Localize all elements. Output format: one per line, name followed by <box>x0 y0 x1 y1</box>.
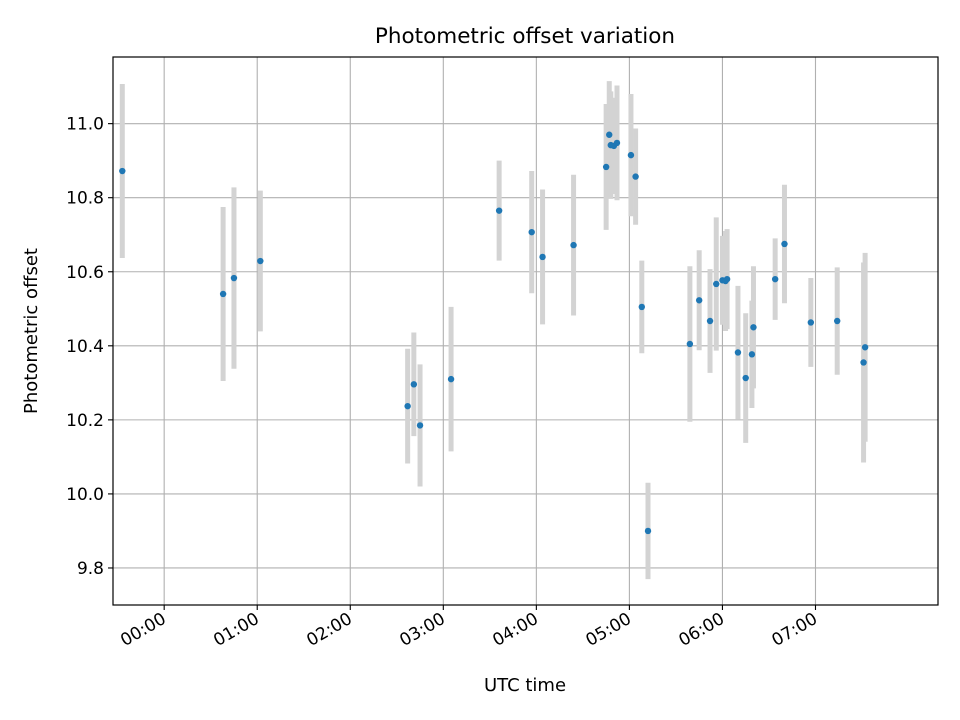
data-point <box>602 163 610 171</box>
data-point <box>807 319 815 326</box>
y-axis-label: Photometric offset <box>21 248 42 414</box>
y-tick-label: 9.8 <box>77 559 104 579</box>
y-tick-label: 10.2 <box>66 411 104 431</box>
y-tick-label: 10.6 <box>66 263 104 283</box>
data-point <box>257 257 264 265</box>
y-tick-label: 11.0 <box>66 115 104 135</box>
data-point <box>539 253 546 261</box>
data-point <box>723 275 731 283</box>
y-tick-label: 10.4 <box>66 337 104 357</box>
data-point <box>404 402 411 410</box>
x-axis-label: UTC time <box>484 675 566 696</box>
chart-title: Photometric offset variation <box>375 24 675 49</box>
data-point <box>119 167 126 175</box>
data-point <box>695 297 703 304</box>
y-tick-label: 10.8 <box>66 189 104 209</box>
data-point <box>416 422 424 429</box>
data-points <box>119 131 869 535</box>
data-point <box>627 151 635 159</box>
data-point <box>447 375 455 383</box>
data-point <box>495 207 503 214</box>
grid <box>113 57 938 605</box>
data-point <box>834 317 841 325</box>
data-point <box>606 131 613 138</box>
plot-area-frame <box>112 56 939 606</box>
data-point <box>861 344 869 351</box>
data-point <box>860 359 867 366</box>
data-point <box>613 139 621 147</box>
data-point <box>410 381 418 388</box>
data-point <box>230 274 238 282</box>
data-point <box>713 280 720 288</box>
y-tick-label: 10.0 <box>66 485 104 505</box>
data-point <box>570 241 577 249</box>
data-point <box>750 324 757 331</box>
data-point <box>748 351 756 358</box>
data-point <box>706 317 714 325</box>
data-point <box>632 173 639 180</box>
data-point <box>686 340 694 348</box>
data-point <box>644 527 652 535</box>
data-point <box>638 303 646 311</box>
data-point <box>781 240 788 248</box>
data-point <box>742 374 749 382</box>
data-point <box>219 290 227 298</box>
data-point <box>771 275 779 283</box>
data-point <box>734 349 742 356</box>
data-point <box>528 228 535 236</box>
